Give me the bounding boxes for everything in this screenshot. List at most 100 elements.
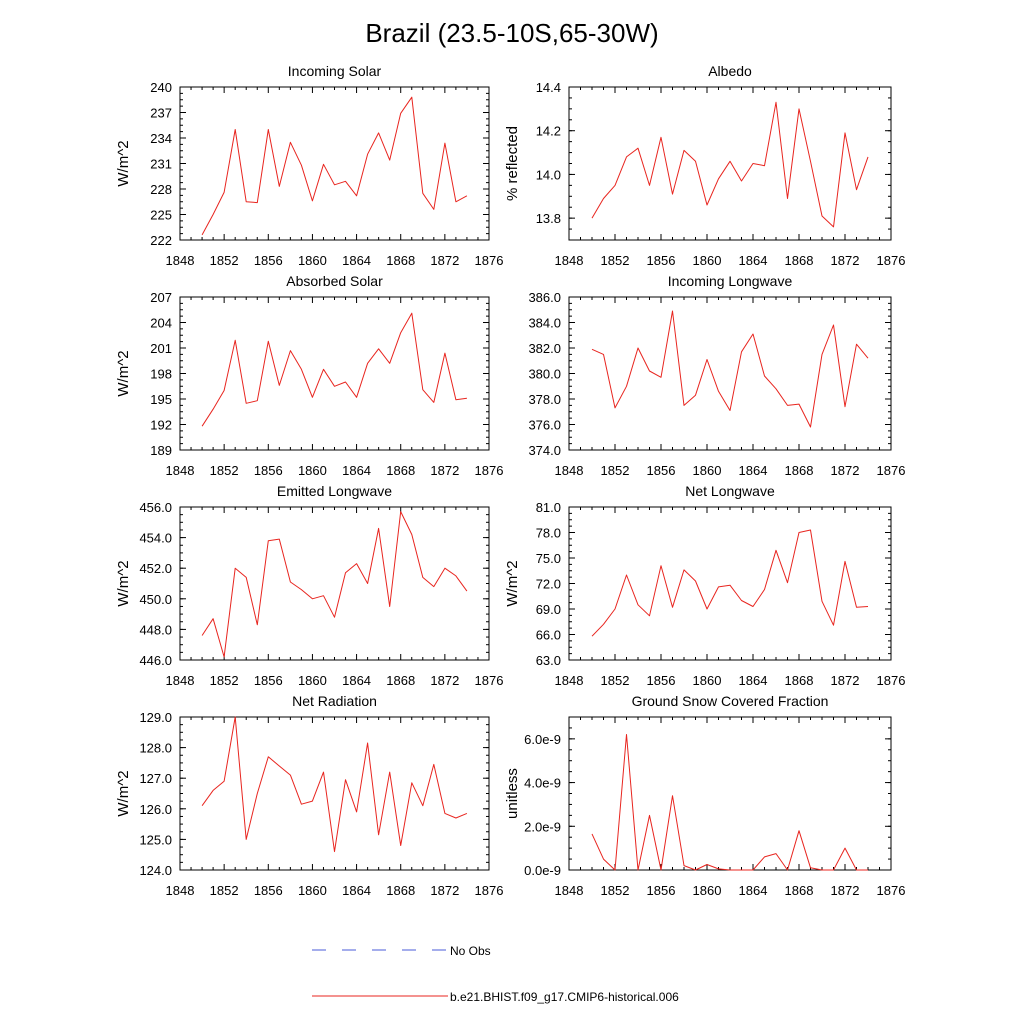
y-tick-label: 6.0e-9 <box>524 732 561 747</box>
y-tick-label: 127.0 <box>139 771 172 786</box>
plot-frame <box>179 86 490 241</box>
x-tick-label: 1876 <box>877 253 906 268</box>
x-tick-label: 1876 <box>475 673 504 688</box>
y-tick-label: 128.0 <box>139 741 172 756</box>
legend-label-model: b.e21.BHIST.f09_g17.CMIP6-historical.006 <box>450 990 679 1004</box>
x-tick-label: 1848 <box>166 673 195 688</box>
x-tick-label: 1864 <box>342 673 371 688</box>
plot-frame <box>568 506 892 661</box>
x-tick-label: 1852 <box>210 253 239 268</box>
y-tick-label: 207 <box>150 290 172 305</box>
panel-title: Incoming Longwave <box>668 273 793 289</box>
y-tick-label: 66.0 <box>536 628 561 643</box>
x-tick-label: 1864 <box>739 673 768 688</box>
y-tick-label: 75.0 <box>536 551 561 566</box>
x-tick-label: 1860 <box>298 883 327 898</box>
x-tick-label: 1848 <box>555 253 584 268</box>
y-tick-label: 198 <box>150 367 172 382</box>
x-tick-label: 1864 <box>739 253 768 268</box>
x-tick-label: 1848 <box>555 883 584 898</box>
x-tick-label: 1872 <box>430 883 459 898</box>
legend: No Obs b.e21.BHIST.f09_g17.CMIP6-histori… <box>312 944 679 1004</box>
y-tick-label: 0.0e-9 <box>524 863 561 878</box>
y-tick-label: 374.0 <box>528 443 561 458</box>
x-tick-label: 1876 <box>475 253 504 268</box>
x-tick-label: 1860 <box>693 463 722 478</box>
x-tick-label: 1872 <box>430 253 459 268</box>
x-tick-label: 1856 <box>647 883 676 898</box>
y-tick-label: 384.0 <box>528 316 561 331</box>
panel-net-radiation: Net Radiation 1848 1852 1856 1860 1864 1868 187… <box>115 693 503 898</box>
plot-frame <box>568 296 892 451</box>
x-tick-label: 1848 <box>555 673 584 688</box>
panel-incoming-solar: Incoming Solar 1848 1852 1856 1860 1864 1868 18… <box>115 63 503 268</box>
y-tick-label: 240 <box>150 80 172 95</box>
x-tick-label: 1848 <box>555 463 584 478</box>
x-tick-label: 1852 <box>210 883 239 898</box>
y-tick-label: 4.0e-9 <box>524 776 561 791</box>
y-axis-label: % reflected <box>504 126 521 201</box>
series-line <box>201 716 468 853</box>
x-tick-label: 1868 <box>785 883 814 898</box>
plot-frame <box>568 86 892 241</box>
x-tick-label: 1864 <box>342 253 371 268</box>
series-line <box>591 734 868 871</box>
series-line <box>201 312 467 427</box>
x-tick-label: 1864 <box>342 463 371 478</box>
x-tick-label: 1876 <box>475 883 504 898</box>
x-tick-label: 1872 <box>430 463 459 478</box>
panel-title: Albedo <box>708 63 752 79</box>
series-line <box>201 96 468 236</box>
y-tick-label: 195 <box>150 392 172 407</box>
panel-albedo: Albedo 1848 1852 1856 1860 1864 1868 1872 1876 13… <box>504 63 905 268</box>
x-tick-label: 1852 <box>601 253 630 268</box>
x-tick-label: 1856 <box>254 883 283 898</box>
y-tick-label: 78.0 <box>536 526 561 541</box>
x-tick-label: 1864 <box>342 883 371 898</box>
y-tick-label: 376.0 <box>528 418 561 433</box>
x-tick-label: 1872 <box>831 253 860 268</box>
x-tick-label: 1868 <box>386 253 415 268</box>
x-tick-label: 1852 <box>601 883 630 898</box>
y-tick-label: 125.0 <box>139 832 172 847</box>
legend-label-no-obs: No Obs <box>450 944 491 958</box>
series-line <box>591 529 869 637</box>
y-tick-label: 129.0 <box>139 710 172 725</box>
panel-title: Absorbed Solar <box>286 273 383 289</box>
x-tick-label: 1852 <box>601 673 630 688</box>
x-tick-label: 1876 <box>877 463 906 478</box>
y-tick-label: 225 <box>150 208 172 223</box>
y-tick-label: 201 <box>150 341 172 356</box>
y-tick-label: 450.0 <box>139 592 172 607</box>
y-axis-label: W/m^2 <box>115 560 132 606</box>
x-tick-label: 1860 <box>298 253 327 268</box>
panel-ground-snow-covered-fraction: Ground Snow Covered Fraction 1848 1852 1856… <box>504 693 905 898</box>
y-tick-label: 222 <box>150 233 172 248</box>
y-tick-label: 237 <box>150 106 172 121</box>
y-tick-label: 13.8 <box>536 211 561 226</box>
x-tick-label: 1876 <box>877 883 906 898</box>
x-tick-label: 1872 <box>430 673 459 688</box>
x-tick-label: 1872 <box>831 673 860 688</box>
panel-emitted-longwave: Emitted Longwave 1848 1852 1856 1860 1864 1868… <box>115 483 503 688</box>
x-tick-label: 1856 <box>254 253 283 268</box>
x-tick-label: 1868 <box>785 673 814 688</box>
y-axis-label: W/m^2 <box>115 140 132 186</box>
y-tick-label: 452.0 <box>139 561 172 576</box>
x-tick-label: 1872 <box>831 463 860 478</box>
y-tick-label: 126.0 <box>139 802 172 817</box>
panels: Incoming Solar 1848 1852 1856 1860 1864 1868 18… <box>115 63 905 898</box>
x-tick-label: 1856 <box>647 253 676 268</box>
x-tick-label: 1860 <box>693 253 722 268</box>
y-tick-label: 124.0 <box>139 863 172 878</box>
y-tick-label: 14.0 <box>536 167 561 182</box>
series-line <box>201 511 468 658</box>
panel-title: Incoming Solar <box>288 63 382 79</box>
y-tick-label: 234 <box>150 131 172 146</box>
y-tick-label: 81.0 <box>536 500 561 515</box>
x-tick-label: 1848 <box>166 883 195 898</box>
x-tick-label: 1864 <box>739 463 768 478</box>
x-tick-label: 1872 <box>831 883 860 898</box>
x-tick-label: 1868 <box>386 883 415 898</box>
